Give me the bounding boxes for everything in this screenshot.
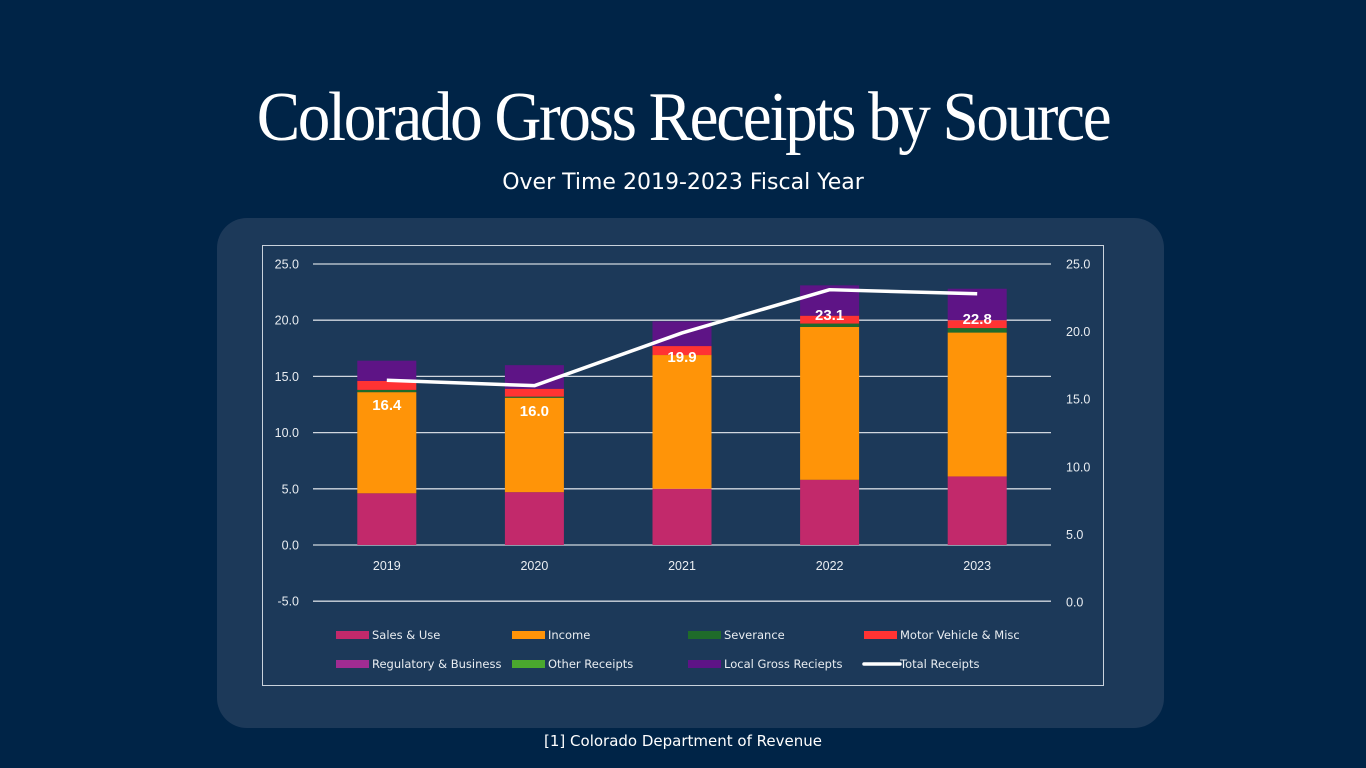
- x-tick-label: 2023: [963, 559, 991, 573]
- legend-swatch: [688, 631, 721, 639]
- legend-label: Total Receipts: [899, 657, 979, 671]
- legend-item: Income: [512, 628, 590, 642]
- bar-stack-2020: [504, 365, 564, 545]
- legend-label: Severance: [724, 628, 785, 642]
- legend-item: Local Gross Reciepts: [688, 657, 842, 671]
- bar-segment-sales-use: [504, 492, 564, 545]
- legend-label: Sales & Use: [372, 628, 440, 642]
- bar-segment-motor-vehicle-misc: [947, 320, 1007, 329]
- legend-swatch: [688, 660, 721, 668]
- legend-item: Regulatory & Business: [336, 657, 501, 671]
- left-tick-label: 15.0: [275, 370, 299, 384]
- bar-segment-sales-use: [800, 479, 860, 545]
- bar-segment-sales-use: [652, 488, 712, 545]
- legend-label: Local Gross Reciepts: [724, 657, 842, 671]
- legend-item: Motor Vehicle & Misc: [864, 628, 1020, 642]
- bar-segment-severance: [800, 323, 860, 327]
- bar-segment-local-gross-reciepts: [357, 360, 417, 381]
- total-receipts-line-path: [386, 287, 978, 388]
- bar-segment-motor-vehicle-misc: [357, 380, 417, 390]
- x-axis-ticks: 2019 2020 2021 2022 2023: [373, 559, 991, 573]
- total-receipts-line: [386, 287, 978, 388]
- bar-stack-2019: [357, 360, 417, 545]
- left-tick-label: 0.0: [282, 539, 299, 553]
- legend-label: Motor Vehicle & Misc: [900, 628, 1020, 642]
- left-tick-label: 5.0: [282, 482, 299, 496]
- legend-item: Total Receipts: [862, 657, 979, 671]
- legend-label: Income: [548, 628, 590, 642]
- left-tick-label: -5.0: [277, 595, 299, 609]
- bar-segment-motor-vehicle-misc: [652, 346, 712, 356]
- x-tick-label: 2019: [373, 559, 401, 573]
- right-tick-label: 0.0: [1066, 596, 1083, 610]
- bar-segment-sales-use: [357, 493, 417, 545]
- data-label: 22.8: [963, 311, 992, 328]
- chart-frame: [262, 245, 1104, 686]
- bar-segment-income: [947, 332, 1007, 477]
- bar-segment-motor-vehicle-misc: [504, 388, 564, 397]
- data-label: 19.9: [667, 349, 696, 366]
- bar-segment-local-gross-reciepts: [504, 365, 564, 389]
- right-tick-label: 25.0: [1066, 258, 1090, 272]
- data-labels: 16.4 16.0 19.9 23.1 22.8: [372, 307, 992, 420]
- bar-segment-income: [800, 326, 860, 480]
- page-subtitle: Over Time 2019-2023 Fiscal Year: [502, 170, 864, 195]
- left-tick-label: 20.0: [275, 314, 299, 328]
- bar-segment-severance: [357, 389, 417, 393]
- legend-swatch: [336, 631, 369, 639]
- legend-swatch: [512, 631, 545, 639]
- legend-item: Severance: [688, 628, 785, 642]
- right-tick-label: 15.0: [1066, 393, 1090, 407]
- left-tick-label: 10.0: [275, 426, 299, 440]
- page-title: Colorado Gross Receipts by Source: [256, 79, 1112, 156]
- data-label: 23.1: [815, 307, 844, 324]
- x-tick-label: 2021: [668, 559, 696, 573]
- bar-segment-income: [652, 355, 712, 489]
- right-tick-label: 20.0: [1066, 325, 1090, 339]
- bar-segment-sales-use: [947, 476, 1007, 545]
- right-tick-label: 10.0: [1066, 460, 1090, 474]
- left-tick-label: 25.0: [275, 258, 299, 272]
- bar-segment-income: [357, 392, 417, 494]
- right-tick-label: 5.0: [1066, 528, 1083, 542]
- data-label: 16.4: [372, 397, 402, 414]
- legend-swatch: [512, 660, 545, 668]
- legend-item: Other Receipts: [512, 657, 633, 671]
- source-footnote: [1] Colorado Department of Revenue: [544, 732, 822, 750]
- bar-segment-motor-vehicle-misc: [800, 315, 860, 324]
- right-axis-ticks: 25.0 20.0 15.0 10.0 5.0 0.0: [1066, 258, 1090, 610]
- bar-segment-severance: [947, 328, 1007, 333]
- x-tick-label: 2022: [816, 559, 844, 573]
- legend-label: Regulatory & Business: [372, 657, 501, 671]
- legend-swatch: [864, 631, 897, 639]
- bar-segment-income: [504, 397, 564, 493]
- bar-stack-2021: [652, 321, 712, 545]
- bar-stack-2022: [800, 285, 860, 545]
- legend-item: Sales & Use: [336, 628, 440, 642]
- left-axis-ticks: 25.0 20.0 15.0 10.0 5.0 0.0 -5.0: [275, 258, 299, 609]
- bar-segment-severance: [504, 396, 564, 398]
- legend-swatch: [336, 660, 369, 668]
- data-label: 16.0: [520, 403, 549, 420]
- legend-label: Other Receipts: [548, 657, 633, 671]
- legend: Sales & Use Income Severance Motor Vehicle …: [336, 628, 1020, 671]
- bars: [357, 285, 1007, 545]
- x-tick-label: 2020: [520, 559, 548, 573]
